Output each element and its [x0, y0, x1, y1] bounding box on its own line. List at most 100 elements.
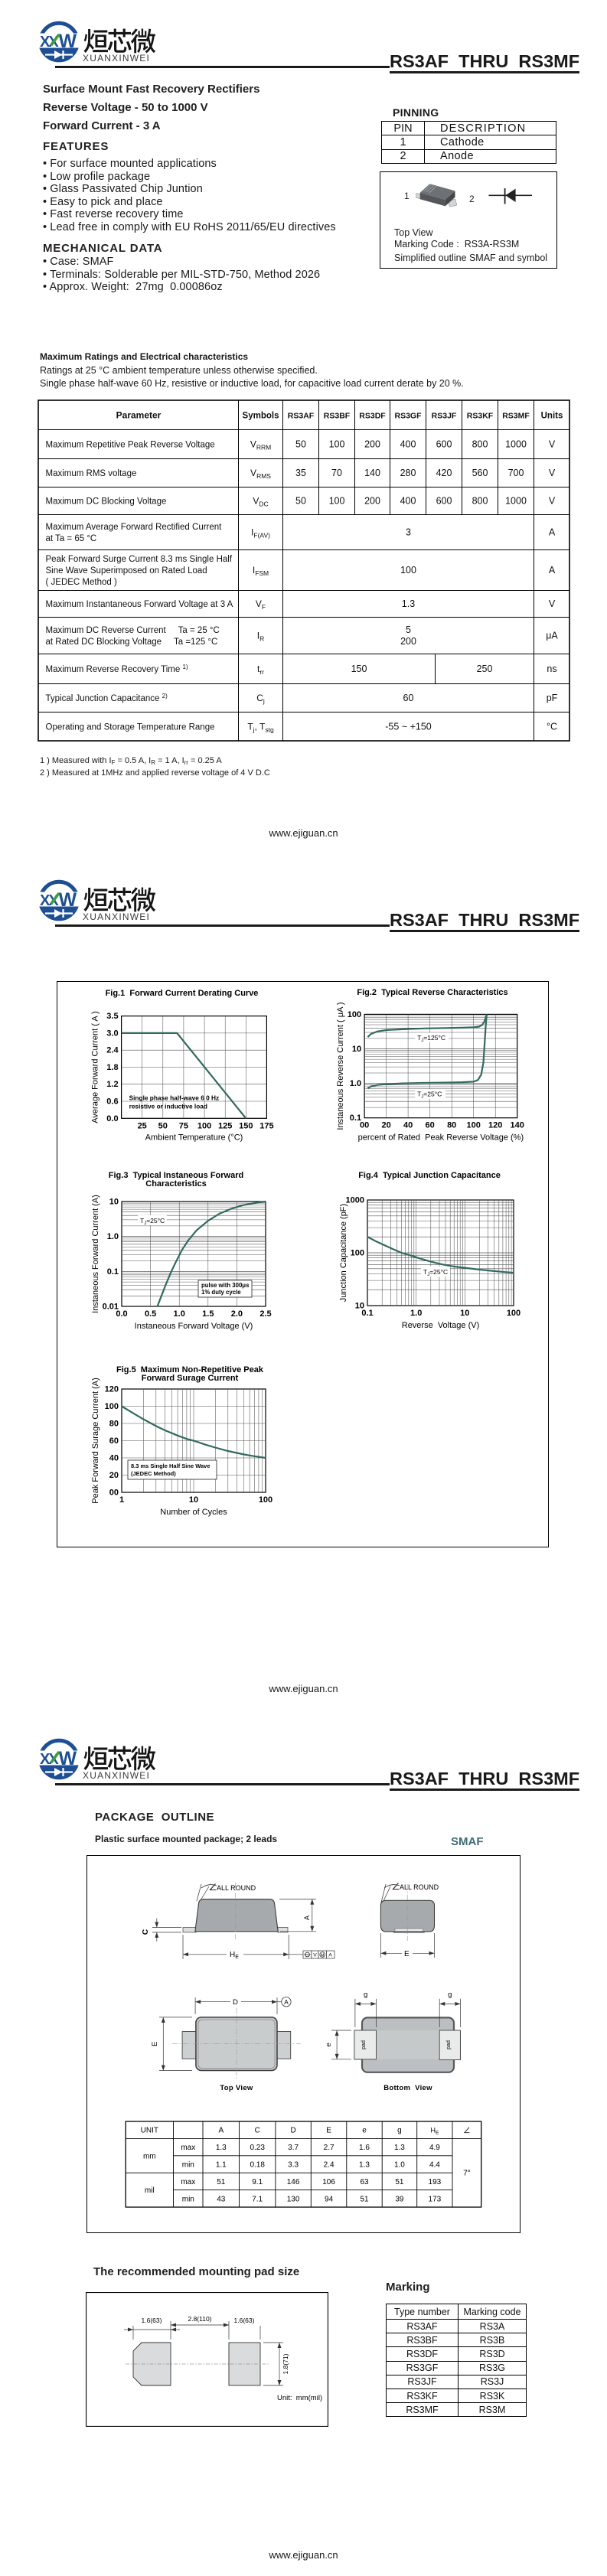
svg-text:100: 100: [197, 1121, 211, 1130]
svg-text:Maximum Repetitive Peak Revers: Maximum Repetitive Peak Reverse Voltage: [46, 441, 215, 450]
svg-text:7°: 7°: [463, 2170, 471, 2178]
svg-text:800: 800: [472, 439, 488, 450]
svg-text:10: 10: [355, 1302, 364, 1311]
svg-text:106: 106: [322, 2178, 335, 2186]
svg-text:2.7: 2.7: [324, 2144, 335, 2152]
svg-text:at Ta = 65 °C: at Ta = 65 °C: [46, 534, 97, 543]
svg-text:mm: mm: [143, 2152, 156, 2160]
svg-text:Fig.4 Typical Junction Capaci: Fig.4 Typical Junction Capacitance: [358, 1171, 501, 1180]
svg-text:2.4: 2.4: [106, 1046, 119, 1055]
svg-text:0.0: 0.0: [116, 1309, 127, 1319]
svg-text:pad: pad: [361, 2040, 367, 2049]
svg-text:VRRM: VRRM: [250, 439, 271, 452]
svg-text:10: 10: [352, 1045, 361, 1054]
svg-text:Fig.3 Typical Instaneous Forw: Fig.3 Typical Instaneous Forward: [109, 1171, 243, 1180]
svg-text:Unit: mm(mil): Unit: mm(mil): [277, 2394, 322, 2402]
svg-text:100: 100: [467, 1121, 481, 1130]
svg-text:1.6(63): 1.6(63): [142, 2317, 162, 2324]
svg-text:Maximum Instantaneous Forward: Maximum Instantaneous Forward Voltage at…: [46, 600, 233, 609]
svg-text:00: 00: [360, 1121, 369, 1130]
svg-text:280: 280: [400, 468, 416, 478]
svg-text:A: A: [549, 527, 556, 538]
svg-text:Operating and Storage Temperat: Operating and Storage Temperature Range: [46, 723, 215, 732]
svg-text:5: 5: [406, 624, 411, 635]
svg-text:7.1: 7.1: [252, 2195, 263, 2203]
svg-text:D: D: [290, 2127, 295, 2135]
svg-text:130: 130: [287, 2195, 300, 2203]
svg-text:10: 10: [460, 1309, 469, 1318]
svg-text:Junction Capacitance (pF): Junction Capacitance (pF): [339, 1204, 348, 1302]
svg-text:( JEDEC Method ): ( JEDEC Method ): [46, 578, 117, 587]
svg-text:A: A: [218, 2127, 224, 2135]
svg-text:Fig.2 Typical Reverse Charact: Fig.2 Typical Reverse Characteristics: [357, 988, 507, 997]
svg-text:100: 100: [259, 1495, 272, 1505]
svg-text:C: C: [142, 1929, 150, 1935]
svg-text:IFSM: IFSM: [253, 565, 269, 577]
svg-text:1.0: 1.0: [410, 1309, 422, 1318]
svg-text:mil: mil: [145, 2186, 155, 2195]
svg-text:Maximum DC Blocking Voltage: Maximum DC Blocking Voltage: [46, 497, 167, 507]
svg-text:Sine Wave Superimposed on Rate: Sine Wave Superimposed on Rated Load: [46, 566, 207, 576]
svg-text:50: 50: [158, 1121, 168, 1130]
svg-text:Parameter: Parameter: [116, 410, 162, 421]
svg-text:1000: 1000: [505, 439, 527, 450]
svg-text:Characteristics: Characteristics: [145, 1179, 207, 1189]
svg-text:1.0: 1.0: [350, 1079, 361, 1088]
svg-text:Number of Cycles: Number of Cycles: [160, 1508, 227, 1517]
svg-text:A: A: [328, 1953, 332, 1958]
svg-text:Single phase half-wave 6 0 Hz: Single phase half-wave 6 0 Hz: [129, 1094, 220, 1101]
svg-text:1000: 1000: [346, 1196, 364, 1205]
svg-text:V: V: [549, 496, 556, 507]
svg-text:0.6: 0.6: [106, 1097, 118, 1107]
svg-text:g: g: [448, 1991, 452, 1999]
svg-text:Instaneous Forward Current (A): Instaneous Forward Current (A): [91, 1195, 100, 1313]
svg-text:RS3GF: RS3GF: [394, 412, 422, 421]
svg-text:1.8(71): 1.8(71): [282, 2353, 289, 2374]
svg-text:RS3DF: RS3DF: [359, 412, 386, 421]
svg-text:Instaneous Reverse Current ( μ: Instaneous Reverse Current ( μA ): [336, 1002, 345, 1130]
svg-text:-55 ~ +150: -55 ~ +150: [385, 722, 432, 732]
svg-text:Maximum Average Forward Rectif: Maximum Average Forward Rectified Curren…: [46, 523, 223, 532]
svg-text:0.01: 0.01: [103, 1303, 119, 1312]
svg-text:pF: pF: [547, 693, 558, 703]
svg-text:E: E: [404, 1950, 410, 1958]
svg-text:1.3: 1.3: [359, 2161, 370, 2170]
svg-text:50: 50: [295, 439, 306, 450]
svg-text:Typical Junction Capacitance 2: Typical Junction Capacitance 2): [46, 693, 168, 704]
svg-text:40: 40: [403, 1121, 413, 1130]
svg-text:150: 150: [351, 664, 367, 674]
svg-text:XUANXINWEI: XUANXINWEI: [83, 53, 150, 64]
svg-text:2.4: 2.4: [324, 2161, 335, 2170]
svg-text:0.1: 0.1: [107, 1267, 119, 1277]
svg-text:V: V: [549, 439, 556, 450]
svg-text:63: 63: [360, 2178, 369, 2186]
svg-text:TJ=25°C: TJ=25°C: [140, 1217, 165, 1226]
svg-text:g: g: [397, 2127, 402, 2135]
svg-text:pad: pad: [446, 2040, 452, 2049]
svg-text:140: 140: [364, 468, 380, 478]
svg-text:RS3JF: RS3JF: [432, 412, 457, 421]
svg-text:0.1: 0.1: [361, 1309, 373, 1318]
svg-text:0.18: 0.18: [250, 2161, 265, 2170]
svg-text:60: 60: [403, 693, 414, 703]
svg-text:V: V: [313, 1953, 317, 1958]
svg-text:Maximum Reverse Recovery Time: Maximum Reverse Recovery Time 1): [46, 664, 188, 675]
svg-text:percent of Rated Peak Reverse: percent of Rated Peak Reverse Voltage (%…: [358, 1133, 524, 1143]
svg-text:VF: VF: [256, 598, 266, 611]
svg-text:2.0: 2.0: [231, 1309, 243, 1319]
svg-text:1: 1: [119, 1495, 124, 1505]
svg-text:Reverse Voltage (V): Reverse Voltage (V): [402, 1321, 480, 1330]
svg-text:140: 140: [511, 1121, 524, 1130]
svg-text:3: 3: [406, 527, 411, 538]
svg-text:HE: HE: [430, 2127, 439, 2136]
svg-text:ALL ROUND: ALL ROUND: [400, 1883, 439, 1891]
svg-text:20: 20: [109, 1471, 119, 1480]
svg-text:80: 80: [447, 1121, 456, 1130]
svg-text:125: 125: [218, 1121, 232, 1130]
svg-text:100: 100: [329, 439, 345, 450]
svg-text:UNIT: UNIT: [141, 2127, 158, 2135]
svg-text:60: 60: [425, 1121, 434, 1130]
svg-text:μA: μA: [546, 631, 558, 641]
svg-text:4.9: 4.9: [429, 2144, 440, 2152]
svg-text:2.8(110): 2.8(110): [188, 2315, 211, 2323]
